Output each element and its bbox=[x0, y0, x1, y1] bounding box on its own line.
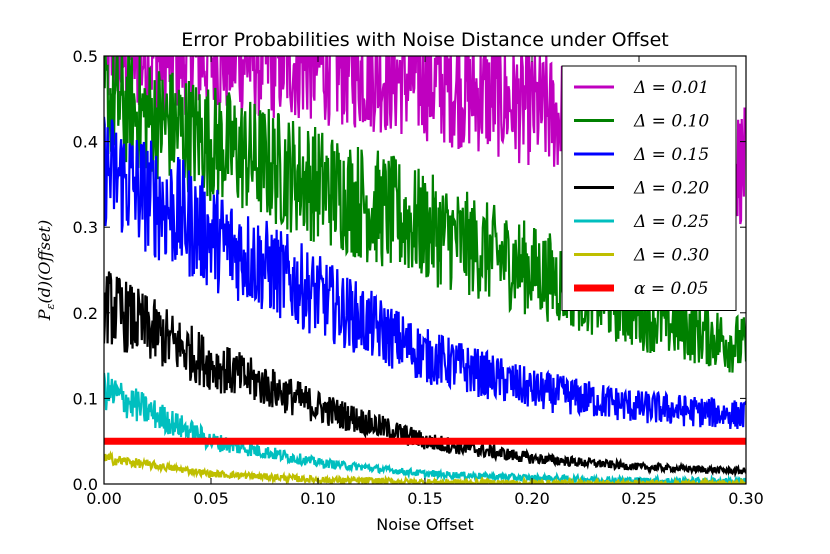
ticks-layer: 0.00 0.05 0.10 0.15 0.20 0.25 0.30 0.0 0.1 0.2 0.3… bbox=[73, 47, 764, 508]
series-line-3 bbox=[104, 116, 746, 430]
x-tick-label: 0.00 bbox=[86, 489, 122, 508]
x-tick-label: 0.20 bbox=[514, 489, 550, 508]
legend-label-3: Δ = 0.15 bbox=[633, 145, 709, 165]
legend-label-4: Δ = 0.20 bbox=[633, 179, 709, 199]
y-tick-label: 0.2 bbox=[73, 304, 98, 323]
y-tick-label: 0.3 bbox=[73, 218, 98, 237]
legend: Δ = 0.01 Δ = 0.10 Δ = 0.15 Δ = 0.20 Δ = 0.25… bbox=[561, 65, 737, 311]
y-tick-label: 0.5 bbox=[73, 47, 98, 66]
x-tick-label: 0.30 bbox=[728, 489, 764, 508]
legend-label-6: Δ = 0.30 bbox=[633, 246, 709, 266]
x-tick-label: 0.25 bbox=[621, 489, 657, 508]
legend-label-1: Δ = 0.01 bbox=[633, 78, 709, 98]
legend-label-7: α = 0.05 bbox=[634, 279, 708, 299]
svg-text:Pε(d)(Offset): Pε(d)(Offset) bbox=[35, 220, 57, 321]
x-axis-label: Noise Offset bbox=[376, 515, 474, 534]
x-tick-label: 0.05 bbox=[193, 489, 229, 508]
y-tick-label: 0.0 bbox=[73, 475, 98, 494]
legend-label-2: Δ = 0.10 bbox=[633, 112, 709, 132]
y-tick-label: 0.4 bbox=[73, 133, 98, 152]
x-tick-label: 0.10 bbox=[300, 489, 336, 508]
chart-title: Error Probabilities with Noise Distance … bbox=[181, 29, 668, 51]
y-axis-label: Pε(d)(Offset) bbox=[35, 220, 57, 321]
legend-label-5: Δ = 0.25 bbox=[633, 212, 709, 232]
x-tick-label: 0.15 bbox=[407, 489, 443, 508]
y-tick-label: 0.1 bbox=[73, 389, 98, 408]
series-3 bbox=[104, 116, 746, 430]
